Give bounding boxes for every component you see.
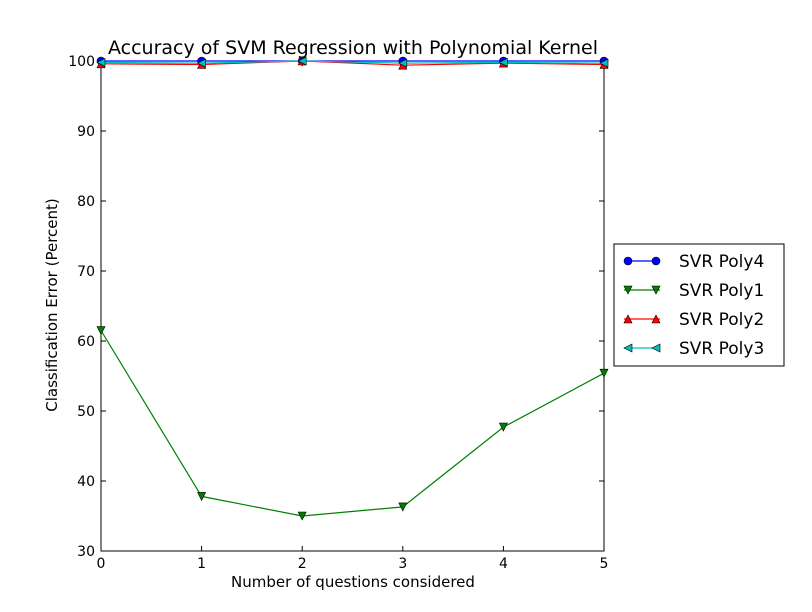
legend-marker (651, 314, 661, 324)
data-point (196, 58, 206, 68)
legend-item: SVR Poly1 (623, 281, 764, 301)
x-tick-label: 3 (398, 556, 407, 572)
legend-item: SVR Poly3 (623, 339, 764, 359)
data-point (297, 56, 307, 66)
y-axis-label: Classification Error (Percent) (43, 198, 61, 412)
series-line (100, 330, 605, 517)
legend-label: SVR Poly2 (679, 310, 764, 330)
legend-label: SVR Poly3 (679, 339, 764, 359)
data-point (96, 326, 106, 336)
x-tick-label: 4 (499, 556, 508, 572)
data-point (498, 422, 508, 432)
y-tick-label: 30 (77, 544, 95, 560)
legend-marker (623, 343, 633, 353)
y-tick-label: 90 (77, 124, 95, 140)
x-tick-label: 2 (298, 556, 307, 572)
data-point (398, 58, 408, 68)
y-tick-label: 60 (77, 334, 95, 350)
series-line (100, 60, 605, 66)
x-tick-label: 0 (97, 556, 106, 572)
series-layer (96, 56, 609, 521)
y-tick-label: 80 (77, 194, 95, 210)
legend-marker (623, 285, 633, 295)
data-point (96, 57, 106, 67)
x-tick-label: 5 (600, 556, 609, 572)
data-point (599, 58, 609, 68)
chart-title: Accuracy of SVM Regression with Polynomi… (108, 37, 598, 59)
legend-label: SVR Poly1 (679, 281, 764, 301)
legend-marker (623, 314, 633, 324)
data-point (398, 502, 408, 512)
y-tick-label: 40 (77, 474, 95, 490)
x-axis-label: Number of questions considered (231, 573, 475, 591)
legend: SVR Poly4 SVR Poly1 SVR Poly2 SVR Poly3 (613, 243, 785, 367)
legend-item: SVR Poly4 (623, 252, 764, 272)
data-point (498, 57, 508, 67)
y-tick-label: 100 (68, 54, 95, 70)
series-line (100, 60, 605, 64)
legend-marker (651, 285, 661, 295)
legend-marker (651, 256, 661, 266)
y-tick-label: 50 (77, 404, 95, 420)
data-point (599, 368, 609, 378)
legend-box (613, 243, 785, 367)
legend-marker (651, 343, 661, 353)
x-tick-label: 1 (197, 556, 206, 572)
y-tick-label: 70 (77, 264, 95, 280)
series-svr-poly3 (96, 56, 609, 68)
data-point (197, 492, 207, 502)
legend-item: SVR Poly2 (623, 310, 764, 330)
series-svr-poly1 (96, 326, 609, 521)
legend-marker (623, 256, 633, 266)
y-axis: 30 40 50 60 70 80 90 100 (68, 54, 604, 560)
data-point (297, 511, 307, 521)
legend-label: SVR Poly4 (679, 252, 764, 272)
